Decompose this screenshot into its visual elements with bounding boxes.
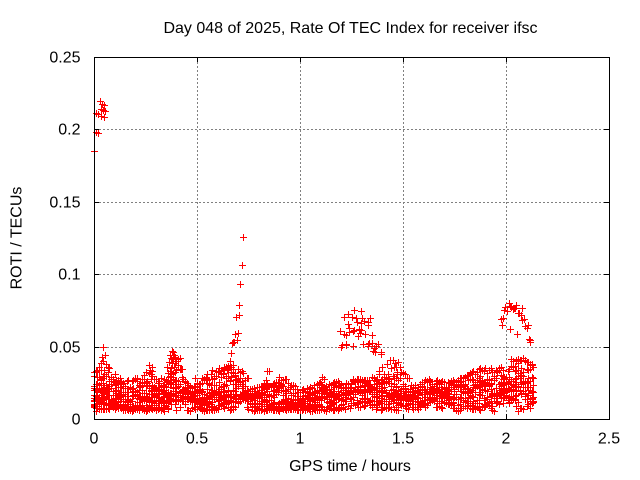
svg-text:0.2: 0.2 — [58, 122, 80, 139]
svg-text:0.05: 0.05 — [49, 340, 80, 357]
svg-text:0: 0 — [90, 431, 99, 448]
svg-text:1.5: 1.5 — [392, 431, 414, 448]
svg-text:0.15: 0.15 — [49, 195, 80, 212]
svg-text:2.5: 2.5 — [598, 431, 620, 448]
svg-text:Day 048 of 2025, Rate Of TEC I: Day 048 of 2025, Rate Of TEC Index for r… — [163, 20, 537, 37]
svg-text:2: 2 — [502, 431, 511, 448]
svg-text:1: 1 — [296, 431, 305, 448]
svg-text:GPS time / hours: GPS time / hours — [289, 458, 411, 475]
svg-text:0.1: 0.1 — [58, 267, 80, 284]
svg-text:0.5: 0.5 — [186, 431, 208, 448]
svg-text:ROTI / TECUs: ROTI / TECUs — [9, 187, 26, 290]
svg-text:0: 0 — [72, 412, 81, 429]
svg-text:0.25: 0.25 — [49, 50, 80, 67]
